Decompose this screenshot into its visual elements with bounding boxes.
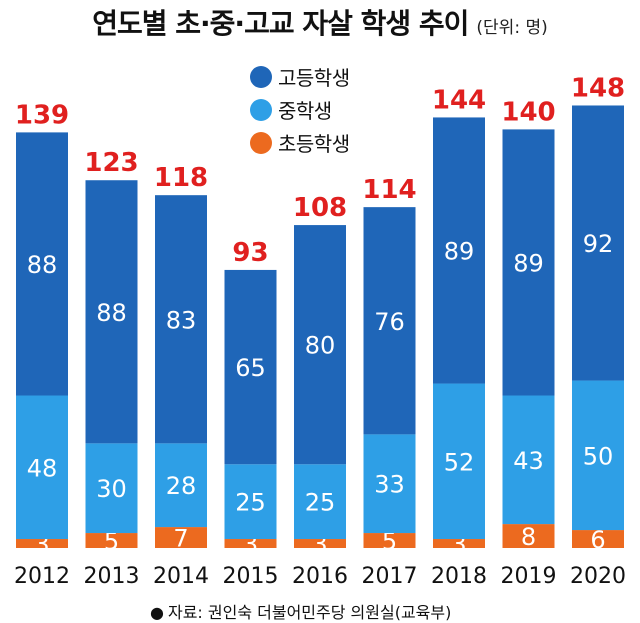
total-label-2018: 144 (432, 85, 486, 115)
value-label-elementary-2013: 5 (104, 528, 119, 556)
bar-middle-2014 (155, 443, 207, 528)
bar-middle-2016 (294, 464, 346, 540)
x-tick-label-2017: 2017 (362, 564, 418, 589)
bar-high-2016 (294, 225, 346, 465)
bar-elementary-2020 (572, 530, 624, 548)
legend-label-high: 고등학생 (278, 66, 350, 90)
bar-high-2012 (16, 132, 68, 396)
value-label-high-2012: 88 (27, 251, 58, 279)
value-label-high-2015: 65 (235, 354, 266, 382)
bullet-icon: ● (150, 603, 164, 622)
total-label-2014: 118 (154, 163, 208, 193)
bar-middle-2019 (502, 395, 555, 525)
bar-high-2019 (502, 129, 555, 396)
bar-middle-2013 (85, 443, 138, 534)
value-label-elementary-2019: 8 (521, 523, 536, 551)
chart-unit: (단위: 명) (476, 18, 548, 38)
value-label-middle-2018: 52 (444, 448, 475, 476)
legend-swatch-high (250, 65, 272, 88)
bar-elementary-2015 (224, 539, 277, 548)
value-label-middle-2012: 48 (27, 454, 58, 482)
legend-item-high: 고등학생 (250, 60, 350, 93)
x-tick-label-2016: 2016 (292, 564, 348, 589)
bar-middle-2015 (224, 464, 277, 540)
bar-middle-2017 (363, 434, 416, 534)
bar-high-2020 (572, 105, 624, 381)
value-label-middle-2014: 28 (166, 472, 197, 500)
bar-middle-2012 (16, 395, 68, 540)
value-label-high-2020: 92 (583, 230, 614, 258)
legend: 고등학생 중학생 초등학생 (250, 60, 350, 159)
bar-high-2015 (224, 269, 277, 465)
x-tick-label-2019: 2019 (501, 564, 557, 589)
bar-high-2013 (85, 180, 138, 444)
x-tick-label-2013: 2013 (84, 564, 140, 589)
source-note: ● 자료: 권인숙 더불어민주당 의원실(교육부) (150, 599, 451, 623)
legend-label-middle: 중학생 (278, 99, 332, 123)
value-label-middle-2020: 50 (583, 442, 614, 470)
x-tick-label-2014: 2014 (153, 564, 209, 589)
chart-title: 연도별 초·중·고교 자살 학생 추이 (92, 7, 469, 40)
bar-elementary-2017 (363, 533, 416, 548)
value-label-elementary-2014: 7 (173, 525, 188, 553)
bar-elementary-2018 (433, 539, 485, 548)
value-label-high-2016: 80 (305, 332, 336, 360)
bar-high-2014 (155, 195, 207, 444)
bar-middle-2018 (433, 383, 485, 540)
total-label-2017: 114 (362, 175, 416, 205)
bar-elementary-2019 (502, 524, 555, 548)
source-text: 자료: 권인숙 더불어민주당 의원실(교육부) (167, 603, 452, 622)
legend-label-elementary: 초등학생 (278, 132, 350, 156)
value-label-elementary-2020: 6 (590, 526, 605, 554)
value-label-middle-2015: 25 (235, 489, 266, 517)
value-label-high-2019: 89 (513, 249, 544, 277)
value-label-middle-2013: 30 (96, 475, 127, 503)
total-label-2015: 93 (232, 238, 268, 268)
value-label-middle-2016: 25 (305, 489, 336, 517)
value-label-middle-2017: 33 (374, 471, 405, 499)
x-tick-label-2015: 2015 (223, 564, 279, 589)
value-label-high-2018: 89 (444, 237, 475, 265)
x-tick-label-2018: 2018 (431, 564, 487, 589)
title-row: 연도별 초·중·고교 자살 학생 추이 (단위: 명) (0, 2, 640, 42)
bar-high-2018 (433, 117, 485, 384)
value-label-high-2014: 83 (166, 306, 197, 334)
legend-swatch-middle (250, 98, 272, 121)
bar-elementary-2012 (16, 539, 68, 548)
value-label-middle-2019: 43 (513, 447, 544, 475)
bar-elementary-2016 (294, 539, 346, 548)
legend-item-middle: 중학생 (250, 93, 350, 126)
total-label-2016: 108 (293, 193, 347, 223)
total-label-2012: 139 (15, 100, 69, 130)
bar-elementary-2013 (85, 533, 138, 548)
total-label-2019: 140 (501, 97, 555, 127)
total-label-2020: 148 (571, 73, 625, 103)
bar-middle-2020 (572, 380, 624, 531)
value-label-high-2017: 76 (374, 308, 405, 336)
value-label-high-2013: 88 (96, 299, 127, 327)
bar-elementary-2014 (155, 527, 207, 548)
bar-high-2017 (363, 207, 416, 435)
legend-item-elementary: 초등학생 (250, 126, 350, 159)
value-label-elementary-2017: 5 (382, 528, 397, 556)
legend-swatch-elementary (250, 131, 272, 154)
total-label-2013: 123 (84, 148, 138, 178)
x-tick-label-2020: 2020 (570, 564, 626, 589)
x-tick-label-2012: 2012 (14, 564, 70, 589)
